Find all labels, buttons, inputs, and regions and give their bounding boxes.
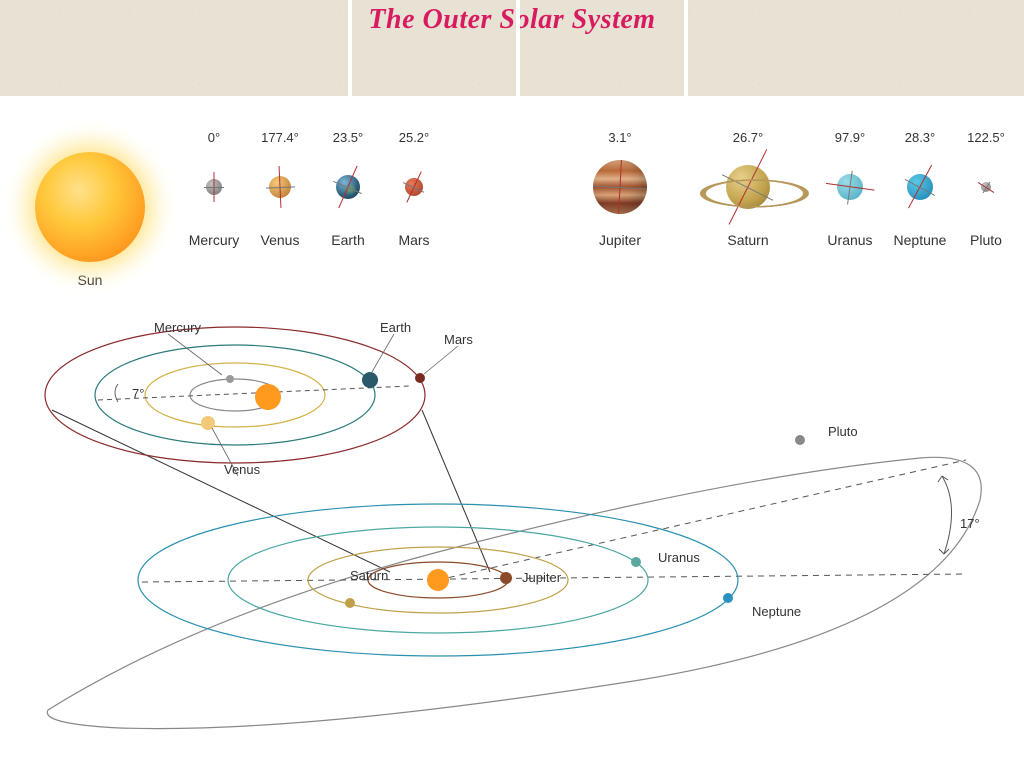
- planet-col-mars: 25.2° Mars: [384, 130, 444, 248]
- planet-name-label: Earth: [318, 232, 378, 248]
- planet-col-mercury: 0° Mercury: [184, 130, 244, 248]
- sun-disc: [35, 152, 145, 262]
- neptune-disc: [907, 174, 933, 200]
- tilt-label: 23.5°: [318, 130, 378, 146]
- tilt-label: 3.1°: [578, 130, 662, 146]
- svg-text:Neptune: Neptune: [752, 604, 801, 619]
- planet-name-label: Mars: [384, 232, 444, 248]
- planet-col-saturn: 26.7° Saturn: [711, 130, 785, 248]
- earth-disc: [336, 175, 360, 199]
- planet-name-label: Mercury: [184, 232, 244, 248]
- uranus-disc: [837, 174, 863, 200]
- planet-tilt-row: Sun 0° Mercury 177.4° Venus 23.5° Earth 25.2° Ma…: [0, 130, 1024, 300]
- svg-text:7°: 7°: [132, 386, 144, 401]
- planet-name-label: Jupiter: [578, 232, 662, 248]
- tilt-label: 25.2°: [384, 130, 444, 146]
- orbit-label: Earth: [380, 320, 411, 335]
- planet-col-venus: 177.4° Venus: [250, 130, 310, 248]
- planet-name-label: Sun: [20, 272, 160, 288]
- planet-col-jupiter: 3.1° Jupiter: [578, 130, 662, 248]
- planet-col-sun: Sun: [20, 130, 160, 288]
- planet-name-label: Neptune: [890, 232, 950, 248]
- svg-text:Pluto: Pluto: [828, 424, 858, 439]
- tilt-label: [20, 130, 160, 146]
- slide-title: The Outer Solar System: [368, 4, 655, 36]
- planet-col-neptune: 28.3° Neptune: [890, 130, 950, 248]
- mercury-disc: [206, 179, 222, 195]
- tilt-label: 28.3°: [890, 130, 950, 146]
- orbit-label: Mars: [444, 332, 473, 347]
- tilt-label: 26.7°: [711, 130, 785, 146]
- tilt-label: 122.5°: [956, 130, 1016, 146]
- orbit-label: Venus: [224, 462, 261, 477]
- svg-text:17°: 17°: [960, 516, 980, 531]
- tilt-label: 97.9°: [820, 130, 880, 146]
- planet-name-label: Uranus: [820, 232, 880, 248]
- planet-name-label: Saturn: [711, 232, 785, 248]
- tilt-label: 0°: [184, 130, 244, 146]
- venus-disc: [269, 176, 291, 198]
- pluto-disc: [981, 182, 991, 192]
- planet-col-earth: 23.5° Earth: [318, 130, 378, 248]
- planet-col-uranus: 97.9° Uranus: [820, 130, 880, 248]
- svg-text:Saturn: Saturn: [350, 568, 388, 583]
- planet-name-label: Pluto: [956, 232, 1016, 248]
- svg-text:Jupiter: Jupiter: [522, 570, 562, 585]
- orbit-inclination-diagram: Mercury Venus Earth Mars 7° Jupiter Saturn Uran…: [0, 300, 1024, 740]
- planet-name-label: Venus: [250, 232, 310, 248]
- tilt-label: 177.4°: [250, 130, 310, 146]
- saturn-disc: [726, 165, 770, 209]
- svg-text:Uranus: Uranus: [658, 550, 700, 565]
- jupiter-disc: [593, 160, 647, 214]
- slide-header: The Outer Solar System: [0, 0, 1024, 96]
- mars-disc: [405, 178, 423, 196]
- saturn-ring: [681, 174, 827, 212]
- planet-col-pluto: 122.5° Pluto: [956, 130, 1016, 248]
- orbit-label: Mercury: [154, 320, 201, 335]
